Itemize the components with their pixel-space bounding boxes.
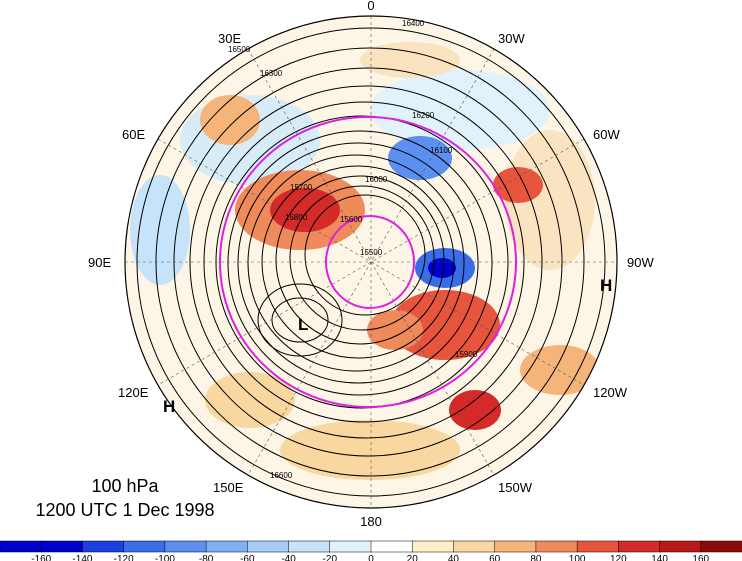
colorbar-tick-label: 120 xyxy=(610,554,627,561)
colorbar-swatch xyxy=(700,540,742,553)
lon-label-wnw: 60E xyxy=(122,127,145,142)
colorbar-tick-label: 20 xyxy=(407,554,419,561)
colorbar-swatch xyxy=(123,540,166,553)
lon-label-nw: 30E xyxy=(218,31,241,46)
contour-label: 15500 xyxy=(360,248,383,257)
lon-label-wsw: 120E xyxy=(118,385,149,400)
colorbar-tick-label: 80 xyxy=(530,554,542,561)
colorbar-swatch xyxy=(40,540,84,553)
colorbar-swatch xyxy=(453,540,496,553)
lon-label-top: 0 xyxy=(367,0,374,13)
colorbar-swatch xyxy=(494,540,537,553)
high-center-label: H xyxy=(163,397,175,416)
colorbar-tick-label: -120 xyxy=(114,554,134,561)
pressure-centers: L H H xyxy=(163,276,612,416)
colorbar-tick-label: 60 xyxy=(489,554,501,561)
colorbar-tick-label: 140 xyxy=(651,554,668,561)
contour-labels: 16400 16500 16300 16200 16100 16000 1590… xyxy=(228,19,478,480)
lon-label-sw: 150E xyxy=(213,480,244,495)
longitude-labels: 0 30W 60W 90W 120W 150W 180 150E 120E 90… xyxy=(88,0,654,529)
contour-label: 15900 xyxy=(455,350,478,359)
magenta-isopleths xyxy=(219,116,517,408)
level-label: 100 hPa xyxy=(91,476,159,496)
colorbar-tick-label: 100 xyxy=(569,554,586,561)
colorbar-tick-label: -60 xyxy=(240,554,255,561)
colorbar-tick-label: -40 xyxy=(281,554,296,561)
lon-label-ese: 120W xyxy=(593,385,628,400)
contour-label: 16600 xyxy=(270,471,293,480)
colorbar-swatch xyxy=(535,540,578,553)
contour-label: 16300 xyxy=(260,69,283,78)
colorbar-tick-label: -20 xyxy=(323,554,338,561)
contour-label: 15600 xyxy=(340,215,363,224)
lon-label-bottom: 180 xyxy=(360,514,382,529)
contour-label: 16400 xyxy=(402,19,425,28)
low-center-label: L xyxy=(298,315,308,334)
valid-time-label: 1200 UTC 1 Dec 1998 xyxy=(35,500,215,520)
lon-label-ne: 30W xyxy=(498,31,525,46)
lon-label-se: 150W xyxy=(498,480,533,495)
colorbar-tick-label: -140 xyxy=(72,554,92,561)
colorbar-swatch xyxy=(288,540,331,553)
lon-label-east: 90W xyxy=(627,255,654,270)
lon-label-ene: 60W xyxy=(593,127,620,142)
map-boundary xyxy=(124,15,618,509)
contour-label: 16200 xyxy=(412,111,435,120)
colorbar-swatch xyxy=(247,540,290,553)
colorbar-tick-label: -100 xyxy=(155,554,175,561)
colorbar-tick-label: -160 xyxy=(31,554,51,561)
colorbar-swatch xyxy=(0,540,42,553)
colorbar: -160 -140 -120 -100 -80 -60 -40 -20 0 20 40 60 80 100… xyxy=(0,540,742,561)
colorbar-swatch xyxy=(82,540,125,553)
colorbar-swatch xyxy=(329,540,372,553)
colorbar-swatch xyxy=(205,540,249,553)
colorbar-swatch xyxy=(576,540,620,553)
contour-label: 15800 xyxy=(285,213,308,222)
high-center-label: H xyxy=(600,276,612,295)
colorbar-swatch xyxy=(411,540,455,553)
contour-label: 16100 xyxy=(430,146,453,155)
colorbar-tick-label: 160 xyxy=(692,554,709,561)
colorbar-tick-label: -80 xyxy=(199,554,214,561)
colorbar-swatch xyxy=(164,540,207,553)
graticule xyxy=(125,16,617,508)
colorbar-tick-label: 0 xyxy=(368,554,374,561)
contour-label: 16000 xyxy=(365,175,388,184)
colorbar-tick-label: 40 xyxy=(448,554,460,561)
colorbar-swatch xyxy=(370,540,413,553)
contour-label: 16500 xyxy=(228,45,251,54)
contour-label: 15700 xyxy=(290,183,313,192)
colorbar-swatch xyxy=(618,540,661,553)
colorbar-swatch xyxy=(659,540,702,553)
lon-label-west: 90E xyxy=(88,255,111,270)
